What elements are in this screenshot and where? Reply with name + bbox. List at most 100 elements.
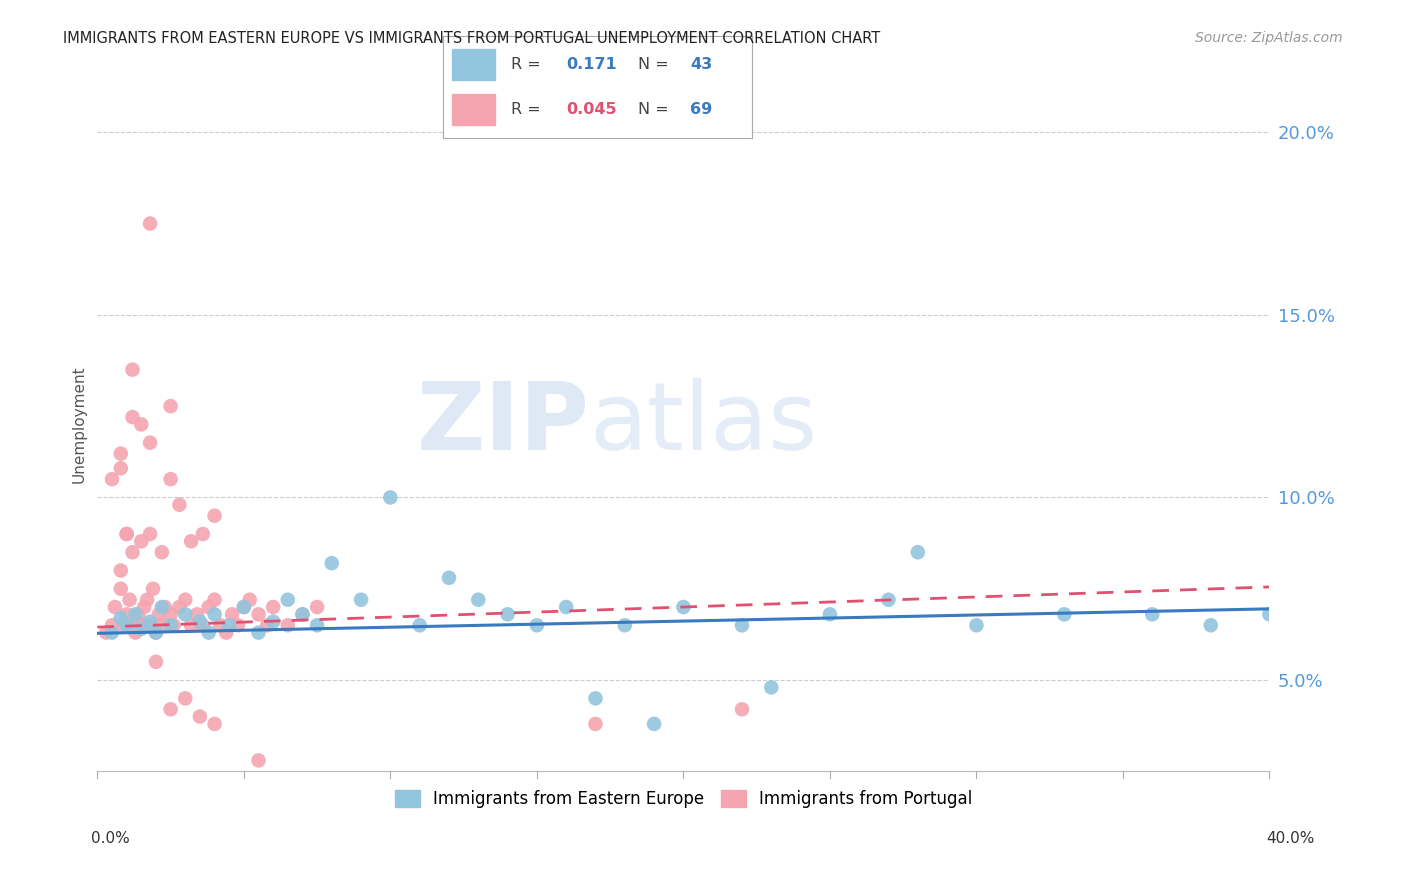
Point [145,625,167,640]
Text: 40.0%: 40.0% [1267,831,1315,846]
Text: R =: R = [510,102,541,117]
Point [226,618,249,632]
Point [350,592,373,607]
Point [1258,607,1281,622]
Point [232,600,254,615]
Point [1199,618,1222,632]
Point [153,600,176,615]
Text: 0.0%: 0.0% [91,831,131,846]
Point [115,527,138,541]
Point [239,592,262,607]
Point [145,655,167,669]
Text: 0.045: 0.045 [567,102,617,117]
Point [159,607,181,622]
Point [262,600,284,615]
Text: IMMIGRANTS FROM EASTERN EUROPE VS IMMIGRANTS FROM PORTUGAL UNEMPLOYMENT CORRELAT: IMMIGRANTS FROM EASTERN EUROPE VS IMMIGR… [63,31,880,46]
Point [232,600,254,615]
Point [139,615,162,629]
Point [139,217,162,231]
Point [197,600,219,615]
Point [408,618,430,632]
Point [136,592,159,607]
Point [191,618,214,632]
Bar [453,95,495,125]
Point [307,618,329,632]
Point [262,615,284,629]
Text: 43: 43 [690,57,713,72]
Point [159,702,181,716]
Point [643,717,665,731]
Point [101,618,124,632]
Point [204,508,226,523]
Point [277,592,299,607]
Point [110,447,132,461]
Point [101,472,124,486]
Point [174,592,197,607]
Point [115,607,138,622]
Text: ZIP: ZIP [416,378,589,470]
Point [159,399,181,413]
Point [159,472,181,486]
Point [907,545,929,559]
Point [174,691,197,706]
Point [94,625,117,640]
Point [197,625,219,640]
Point [121,545,143,559]
Point [127,607,149,622]
Point [150,600,173,615]
Point [204,592,226,607]
Point [121,362,143,376]
Text: atlas: atlas [589,378,818,470]
Point [496,607,519,622]
Point [877,592,900,607]
Point [169,498,191,512]
Text: 0.171: 0.171 [567,57,617,72]
Point [174,607,197,622]
Point [613,618,636,632]
Point [437,571,460,585]
Point [142,582,165,596]
Point [112,618,135,632]
Point [291,607,314,622]
Point [110,564,132,578]
Point [188,709,211,723]
Point [118,592,141,607]
Point [115,618,138,632]
Text: N =: N = [638,57,668,72]
Text: Source: ZipAtlas.com: Source: ZipAtlas.com [1195,31,1343,45]
Point [209,618,232,632]
Point [307,600,329,615]
Point [1142,607,1164,622]
Point [101,625,124,640]
Point [761,681,783,695]
Point [818,607,841,622]
Point [277,618,299,632]
Point [134,600,156,615]
Point [124,607,146,622]
Y-axis label: Unemployment: Unemployment [72,366,86,483]
Point [221,607,243,622]
Point [467,592,489,607]
Point [188,615,211,629]
Point [215,625,238,640]
Point [180,534,202,549]
Legend: Immigrants from Eastern Europe, Immigrants from Portugal: Immigrants from Eastern Europe, Immigran… [388,783,979,815]
Bar [453,49,495,79]
Point [731,702,754,716]
Point [965,618,987,632]
Point [110,461,132,475]
Point [124,625,146,640]
Point [110,582,132,596]
Point [148,607,170,622]
Point [131,622,153,636]
Point [131,534,153,549]
Point [110,611,132,625]
Point [121,618,143,632]
Point [672,600,695,615]
Point [218,618,240,632]
Point [180,618,202,632]
Point [291,607,314,622]
Point [380,491,402,505]
Point [150,545,173,559]
Point [247,753,270,767]
